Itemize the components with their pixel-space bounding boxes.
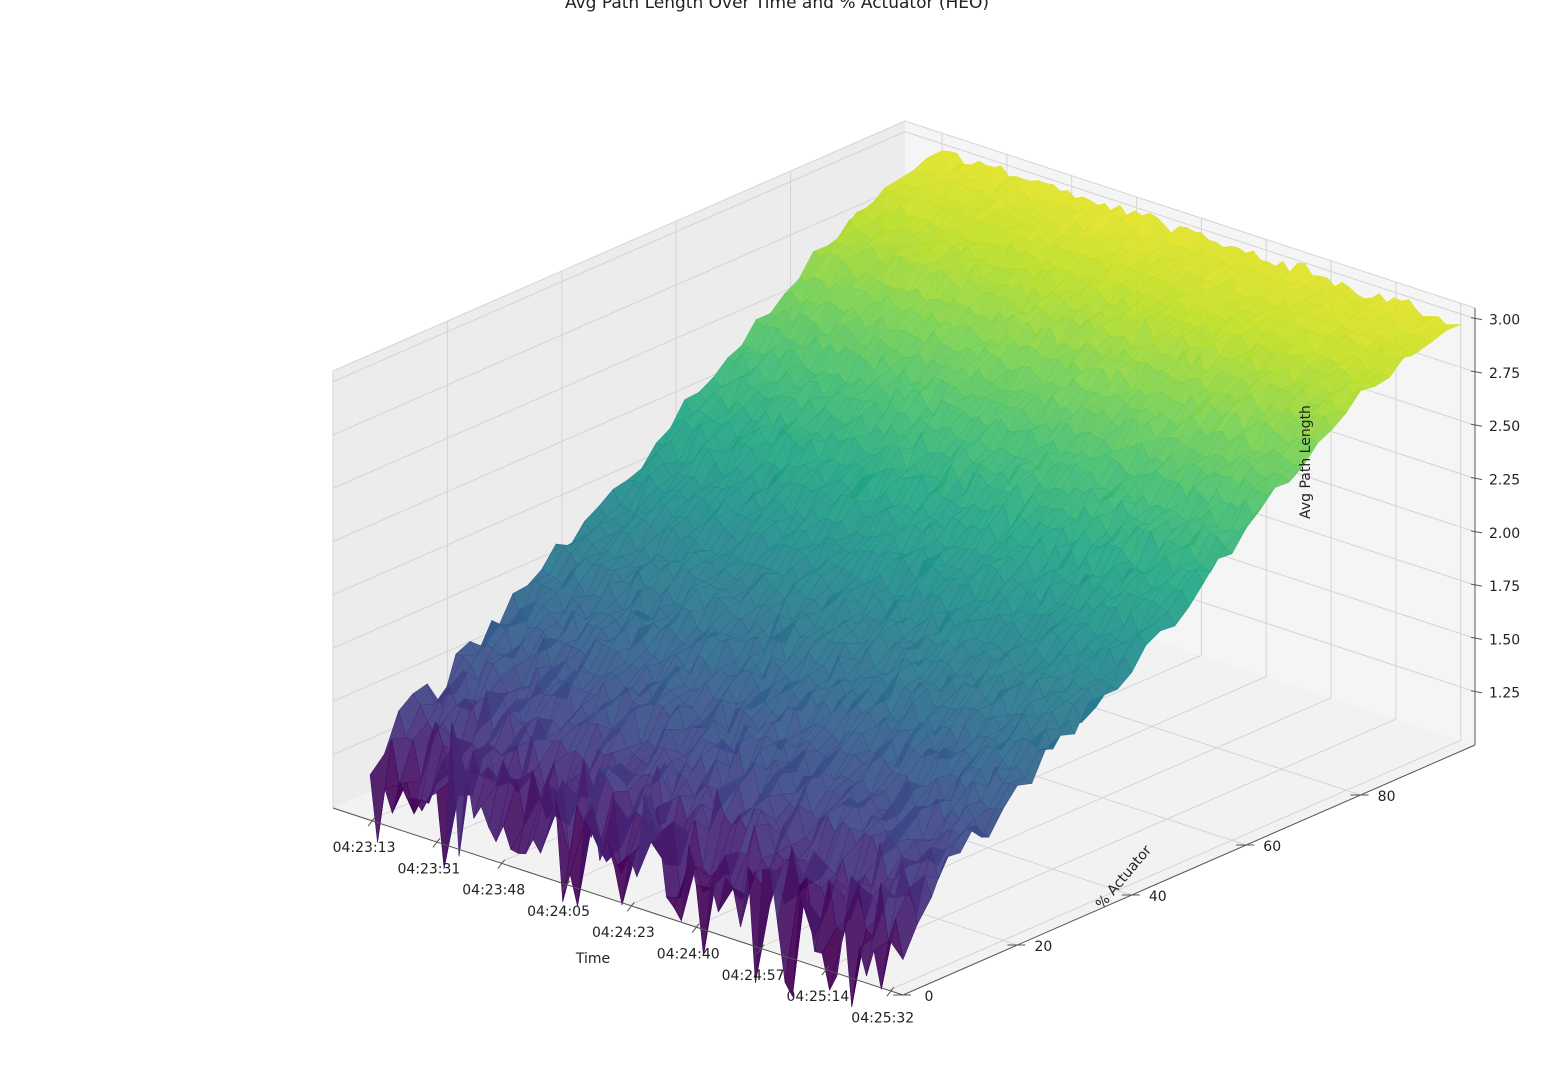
z-tick-label: 2.00 xyxy=(1489,526,1520,542)
x-tick-label: 04:25:32 xyxy=(851,1010,914,1026)
x-tick-label: 04:24:57 xyxy=(722,968,785,984)
z-tick xyxy=(1470,423,1483,427)
grid-x-floor xyxy=(888,739,1461,991)
x-tick-label: 04:23:31 xyxy=(397,861,460,877)
left-back-pane xyxy=(333,121,905,808)
surface-patch xyxy=(881,919,904,990)
z-tick xyxy=(1470,690,1483,694)
z-tick xyxy=(1470,317,1483,321)
x-tick xyxy=(691,923,700,933)
axes: 04:23:1304:23:3104:23:4804:24:0504:24:23… xyxy=(332,308,1520,1026)
x-tick xyxy=(367,816,376,827)
z-tick-label: 1.75 xyxy=(1489,579,1520,595)
z-tick-label: 3.00 xyxy=(1489,313,1520,329)
x-tick-label: 04:23:48 xyxy=(462,883,525,899)
y-axis-line xyxy=(902,744,1476,996)
x-tick-label: 04:24:05 xyxy=(527,904,590,920)
x-tick xyxy=(821,965,830,976)
chart-title: Avg Path Length Over Time and % Actuator… xyxy=(565,0,989,13)
x-tick-label: 04:23:13 xyxy=(333,840,396,856)
y-tick-label: 0 xyxy=(925,989,934,1005)
x-tick-label: 04:25:14 xyxy=(786,989,849,1005)
x-tick xyxy=(562,880,570,891)
z-tick xyxy=(1470,530,1483,534)
z-tick xyxy=(1470,477,1483,481)
z-tick-label: 1.50 xyxy=(1489,632,1520,648)
z-tick xyxy=(1470,636,1483,640)
x-tick xyxy=(627,901,635,912)
z-tick xyxy=(1470,370,1483,374)
x-tick-label: 04:24:23 xyxy=(592,925,655,941)
z-axis-label: Avg Path Length xyxy=(1298,405,1314,519)
x-tick xyxy=(886,987,895,997)
y-tick-label: 80 xyxy=(1378,789,1396,805)
x-tick xyxy=(756,944,765,955)
grid-z-left xyxy=(332,184,906,436)
grid-z-left xyxy=(332,131,906,383)
z-tick-label: 2.75 xyxy=(1489,366,1520,382)
grid-x-floor xyxy=(823,718,1397,970)
x-tick-label: 04:24:40 xyxy=(657,947,720,963)
pane-edge xyxy=(332,120,906,372)
x-tick xyxy=(497,859,506,870)
y-tick-label: 60 xyxy=(1263,839,1281,855)
x-axis-label: Time xyxy=(575,951,610,967)
x-axis-line xyxy=(332,807,904,996)
z-tick xyxy=(1470,583,1483,587)
grid-z-right xyxy=(904,131,1476,320)
y-tick-label: 40 xyxy=(1149,889,1167,905)
pane-edge xyxy=(904,120,1476,309)
z-tick-label: 2.50 xyxy=(1489,419,1520,435)
y-tick-label: 20 xyxy=(1034,939,1052,955)
x-tick xyxy=(432,838,441,848)
surface xyxy=(369,150,1461,1007)
z-tick-label: 2.25 xyxy=(1489,473,1520,489)
z-tick-label: 1.25 xyxy=(1489,686,1520,702)
